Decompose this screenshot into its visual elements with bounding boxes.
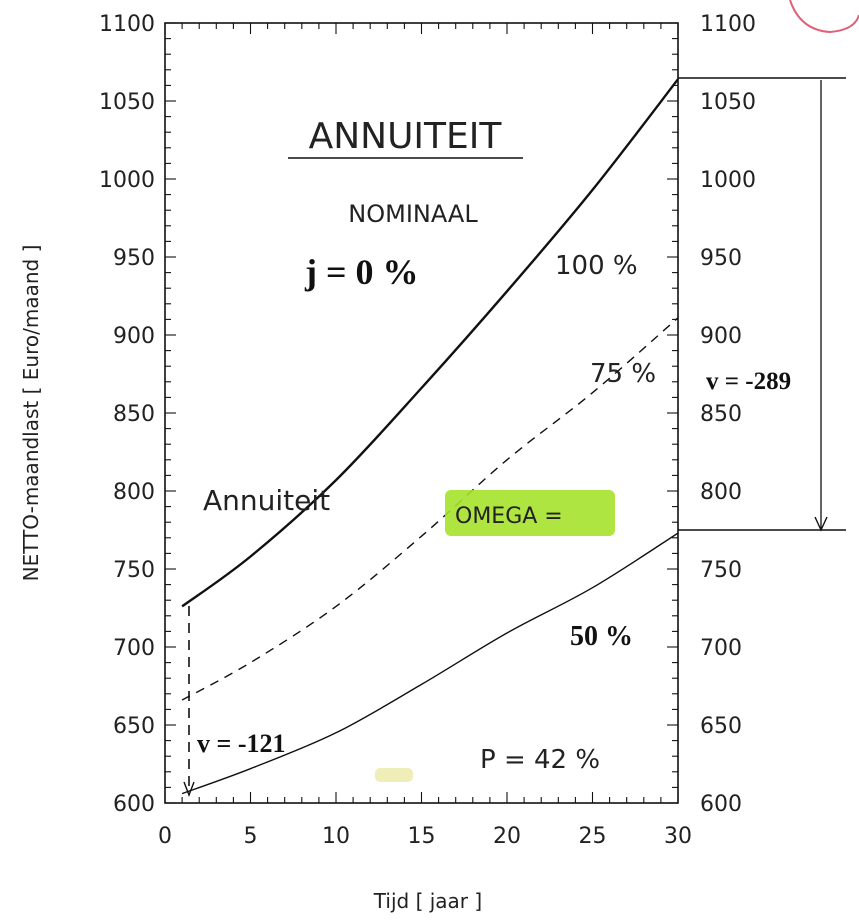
x-tick-label: 0 xyxy=(158,824,172,849)
y-tick-label: 1050 xyxy=(99,90,155,115)
x-tick-label: 30 xyxy=(664,824,692,849)
omega-highlight xyxy=(445,490,615,536)
stamp-mark xyxy=(789,0,859,34)
annuiteit-label: Annuiteit xyxy=(203,484,330,517)
y-tick-label-right: 950 xyxy=(700,246,742,271)
series-line-50 xyxy=(181,532,679,795)
v-left-label: v = -121 xyxy=(197,729,285,758)
v-right-label: v = -289 xyxy=(706,368,791,395)
p-label: P = 42 % xyxy=(480,745,600,775)
label-100: 100 % xyxy=(555,251,638,281)
y-tick-label: 800 xyxy=(113,480,155,505)
y-tick-label-right: 850 xyxy=(700,402,742,427)
y-tick-label: 1000 xyxy=(99,168,155,193)
y-tick-label: 850 xyxy=(113,402,155,427)
y-axis-ticks xyxy=(165,22,678,804)
x-tick-label: 5 xyxy=(244,824,258,849)
y-tick-label-right: 1000 xyxy=(700,168,756,193)
y-tick-label-right: 900 xyxy=(700,324,742,349)
v-right-arrow xyxy=(678,77,846,532)
chart-title: ANNUITEIT xyxy=(309,116,503,157)
x-tick-label: 15 xyxy=(408,824,436,849)
v-left-arrow xyxy=(183,606,195,797)
y-axis-tick-labels-left: 600 650 700 750 800 850 900 950 1000 1050 1100 xyxy=(99,12,155,817)
x-axis-tick-labels: 0 5 10 15 20 25 30 xyxy=(158,824,692,849)
x-tick-label: 20 xyxy=(493,824,521,849)
chart-subtitle: NOMINAAL xyxy=(348,200,478,228)
y-tick-label: 900 xyxy=(113,324,155,349)
y-tick-label-right: 600 xyxy=(700,792,742,817)
y-tick-label-right: 800 xyxy=(700,480,742,505)
y-tick-label: 1100 xyxy=(99,12,155,37)
y-tick-label: 700 xyxy=(113,636,155,661)
j-annotation: j = 0 % xyxy=(304,252,419,292)
y-tick-label: 600 xyxy=(113,792,155,817)
y-axis-title: NETTO-maandlast [ Euro/maand ] xyxy=(19,245,43,582)
y-tick-label-right: 650 xyxy=(700,714,742,739)
plot-frame xyxy=(164,22,679,804)
small-highlight-mark xyxy=(375,768,413,782)
y-tick-label-right: 1100 xyxy=(700,12,756,37)
y-tick-label: 950 xyxy=(113,246,155,271)
x-tick-label: 25 xyxy=(579,824,607,849)
series-layer xyxy=(181,78,679,795)
y-tick-label-right: 750 xyxy=(700,558,742,583)
series-line-100 xyxy=(181,78,679,608)
omega-label: OMEGA = xyxy=(455,504,563,529)
y-tick-label: 750 xyxy=(113,558,155,583)
y-tick-label: 650 xyxy=(113,714,155,739)
label-75: 75 % xyxy=(590,359,656,389)
x-tick-label: 10 xyxy=(322,824,350,849)
series-line-75 xyxy=(181,317,679,701)
label-50: 50 % xyxy=(570,621,633,652)
y-axis-tick-labels-right: 600 650 700 750 800 850 900 950 1000 1050 1100 xyxy=(700,12,756,817)
y-tick-label-right: 700 xyxy=(700,636,742,661)
y-tick-label-right: 1050 xyxy=(700,90,756,115)
x-axis-title: Tijd [ jaar ] xyxy=(373,889,482,913)
